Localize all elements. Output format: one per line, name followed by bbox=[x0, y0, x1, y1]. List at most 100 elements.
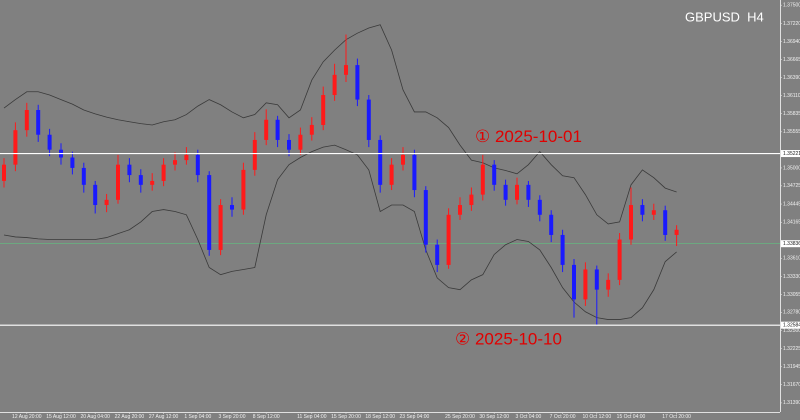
y-tick-label: 1.36390 bbox=[783, 75, 800, 81]
candle-body bbox=[480, 164, 485, 195]
y-tick-label: 1.33055 bbox=[783, 292, 800, 298]
candle-body bbox=[309, 124, 314, 135]
candle-body bbox=[458, 205, 462, 215]
candle-body bbox=[298, 134, 303, 150]
x-tick-label: 3 Oct 04:00 bbox=[515, 414, 541, 420]
candle-body bbox=[252, 139, 257, 170]
level-note: ② 2025-10-10 bbox=[455, 330, 562, 349]
y-tick-label: 1.33610 bbox=[783, 256, 800, 262]
x-tick-label: 1 Sep 04:00 bbox=[184, 414, 211, 420]
candle-body bbox=[184, 154, 189, 161]
level-label: 1.35221 bbox=[783, 151, 800, 157]
x-tick-label: 25 Sep 20:00 bbox=[445, 414, 475, 420]
x-tick-label: 27 Aug 12:00 bbox=[149, 414, 179, 420]
candle-body bbox=[617, 239, 622, 280]
candle-body bbox=[549, 214, 554, 235]
candle-body bbox=[104, 199, 109, 206]
y-tick-label: 1.32225 bbox=[783, 346, 800, 352]
candle-body bbox=[537, 199, 542, 215]
candle-body bbox=[674, 229, 679, 235]
candle-body bbox=[207, 175, 212, 250]
candle-body bbox=[515, 184, 519, 200]
x-tick-label: 10 Oct 12:00 bbox=[582, 414, 611, 420]
candle-body bbox=[218, 205, 223, 250]
x-tick-label: 11 Sep 04:00 bbox=[297, 414, 327, 420]
band-line bbox=[3, 144, 677, 320]
candle-body bbox=[469, 194, 474, 206]
candle-body bbox=[366, 99, 371, 140]
y-tick-label: 1.35555 bbox=[783, 129, 800, 135]
candle-body bbox=[423, 190, 428, 245]
y-tick-label: 1.33330 bbox=[783, 274, 800, 280]
candle-body bbox=[275, 119, 280, 140]
candle-body bbox=[651, 210, 656, 215]
y-tick-label: 1.34445 bbox=[783, 201, 800, 207]
x-tick-label: 23 Sep 04:00 bbox=[400, 414, 430, 420]
candle-body bbox=[344, 65, 348, 75]
candle-body bbox=[321, 95, 326, 125]
candle-body bbox=[640, 205, 645, 215]
candle-body bbox=[116, 164, 120, 200]
y-tick-label: 1.35000 bbox=[783, 165, 800, 171]
x-tick-label: 8 Sep 12:00 bbox=[253, 414, 280, 420]
candle-body bbox=[47, 134, 52, 150]
y-tick-label: 1.34725 bbox=[783, 183, 800, 189]
candle-body bbox=[446, 214, 451, 265]
candle-body bbox=[36, 109, 41, 135]
y-tick-label: 1.36940 bbox=[783, 39, 800, 45]
candle-body bbox=[13, 130, 18, 165]
candle-body bbox=[241, 169, 246, 210]
y-tick-label: 1.31945 bbox=[783, 364, 800, 370]
y-tick-label: 1.37500 bbox=[783, 3, 800, 9]
x-tick-label: 12 Aug 20:00 bbox=[12, 414, 42, 420]
candle-body bbox=[560, 234, 565, 265]
candle-body bbox=[663, 210, 668, 235]
band-line bbox=[3, 24, 677, 225]
candle-body bbox=[161, 164, 166, 181]
candle-body bbox=[526, 184, 531, 200]
candle-body bbox=[150, 180, 155, 185]
x-tick-label: 20 Aug 04:00 bbox=[80, 414, 110, 420]
x-tick-label: 30 Sep 12:00 bbox=[479, 414, 509, 420]
candle-body bbox=[583, 269, 588, 300]
bid-label: 1.33836 bbox=[783, 241, 800, 247]
candle-body bbox=[173, 160, 177, 165]
y-tick-label: 1.31670 bbox=[783, 382, 800, 388]
candle-body bbox=[70, 157, 75, 168]
candle-body bbox=[401, 154, 405, 165]
candle-body bbox=[355, 65, 360, 100]
candle-body bbox=[435, 244, 440, 265]
y-tick-label: 1.36665 bbox=[783, 57, 800, 63]
candle-body bbox=[332, 74, 337, 96]
level-label-box bbox=[781, 150, 800, 158]
candle-body bbox=[492, 164, 497, 185]
candle-body bbox=[287, 139, 291, 150]
y-tick-label: 1.32780 bbox=[783, 310, 800, 316]
candle-body bbox=[572, 264, 576, 300]
candle-body bbox=[412, 154, 417, 191]
candle-body bbox=[230, 205, 234, 210]
x-tick-label: 15 Sep 20:00 bbox=[331, 414, 361, 420]
candle-body bbox=[594, 269, 599, 290]
candle-body bbox=[93, 184, 98, 206]
y-tick-label: 1.34165 bbox=[783, 220, 800, 226]
candle-body bbox=[629, 205, 633, 240]
candle-body bbox=[138, 175, 143, 185]
bid-label-box bbox=[781, 240, 800, 248]
y-tick-label: 1.31390 bbox=[783, 400, 800, 406]
candle-body bbox=[264, 119, 269, 140]
y-tick-label: 1.32500 bbox=[783, 328, 800, 334]
candle-body bbox=[24, 109, 29, 131]
candle-body bbox=[389, 164, 394, 185]
level-note: ① 2025-10-01 bbox=[475, 127, 582, 146]
candle-body bbox=[81, 167, 86, 185]
chart-title: GBPUSD H4 bbox=[685, 9, 764, 24]
y-tick-label: 1.35835 bbox=[783, 111, 800, 117]
candle-body bbox=[378, 139, 383, 185]
candle-body bbox=[503, 184, 508, 200]
candle-body bbox=[606, 279, 611, 290]
candle-body bbox=[2, 164, 6, 181]
x-tick-label: 7 Oct 20:00 bbox=[550, 414, 576, 420]
